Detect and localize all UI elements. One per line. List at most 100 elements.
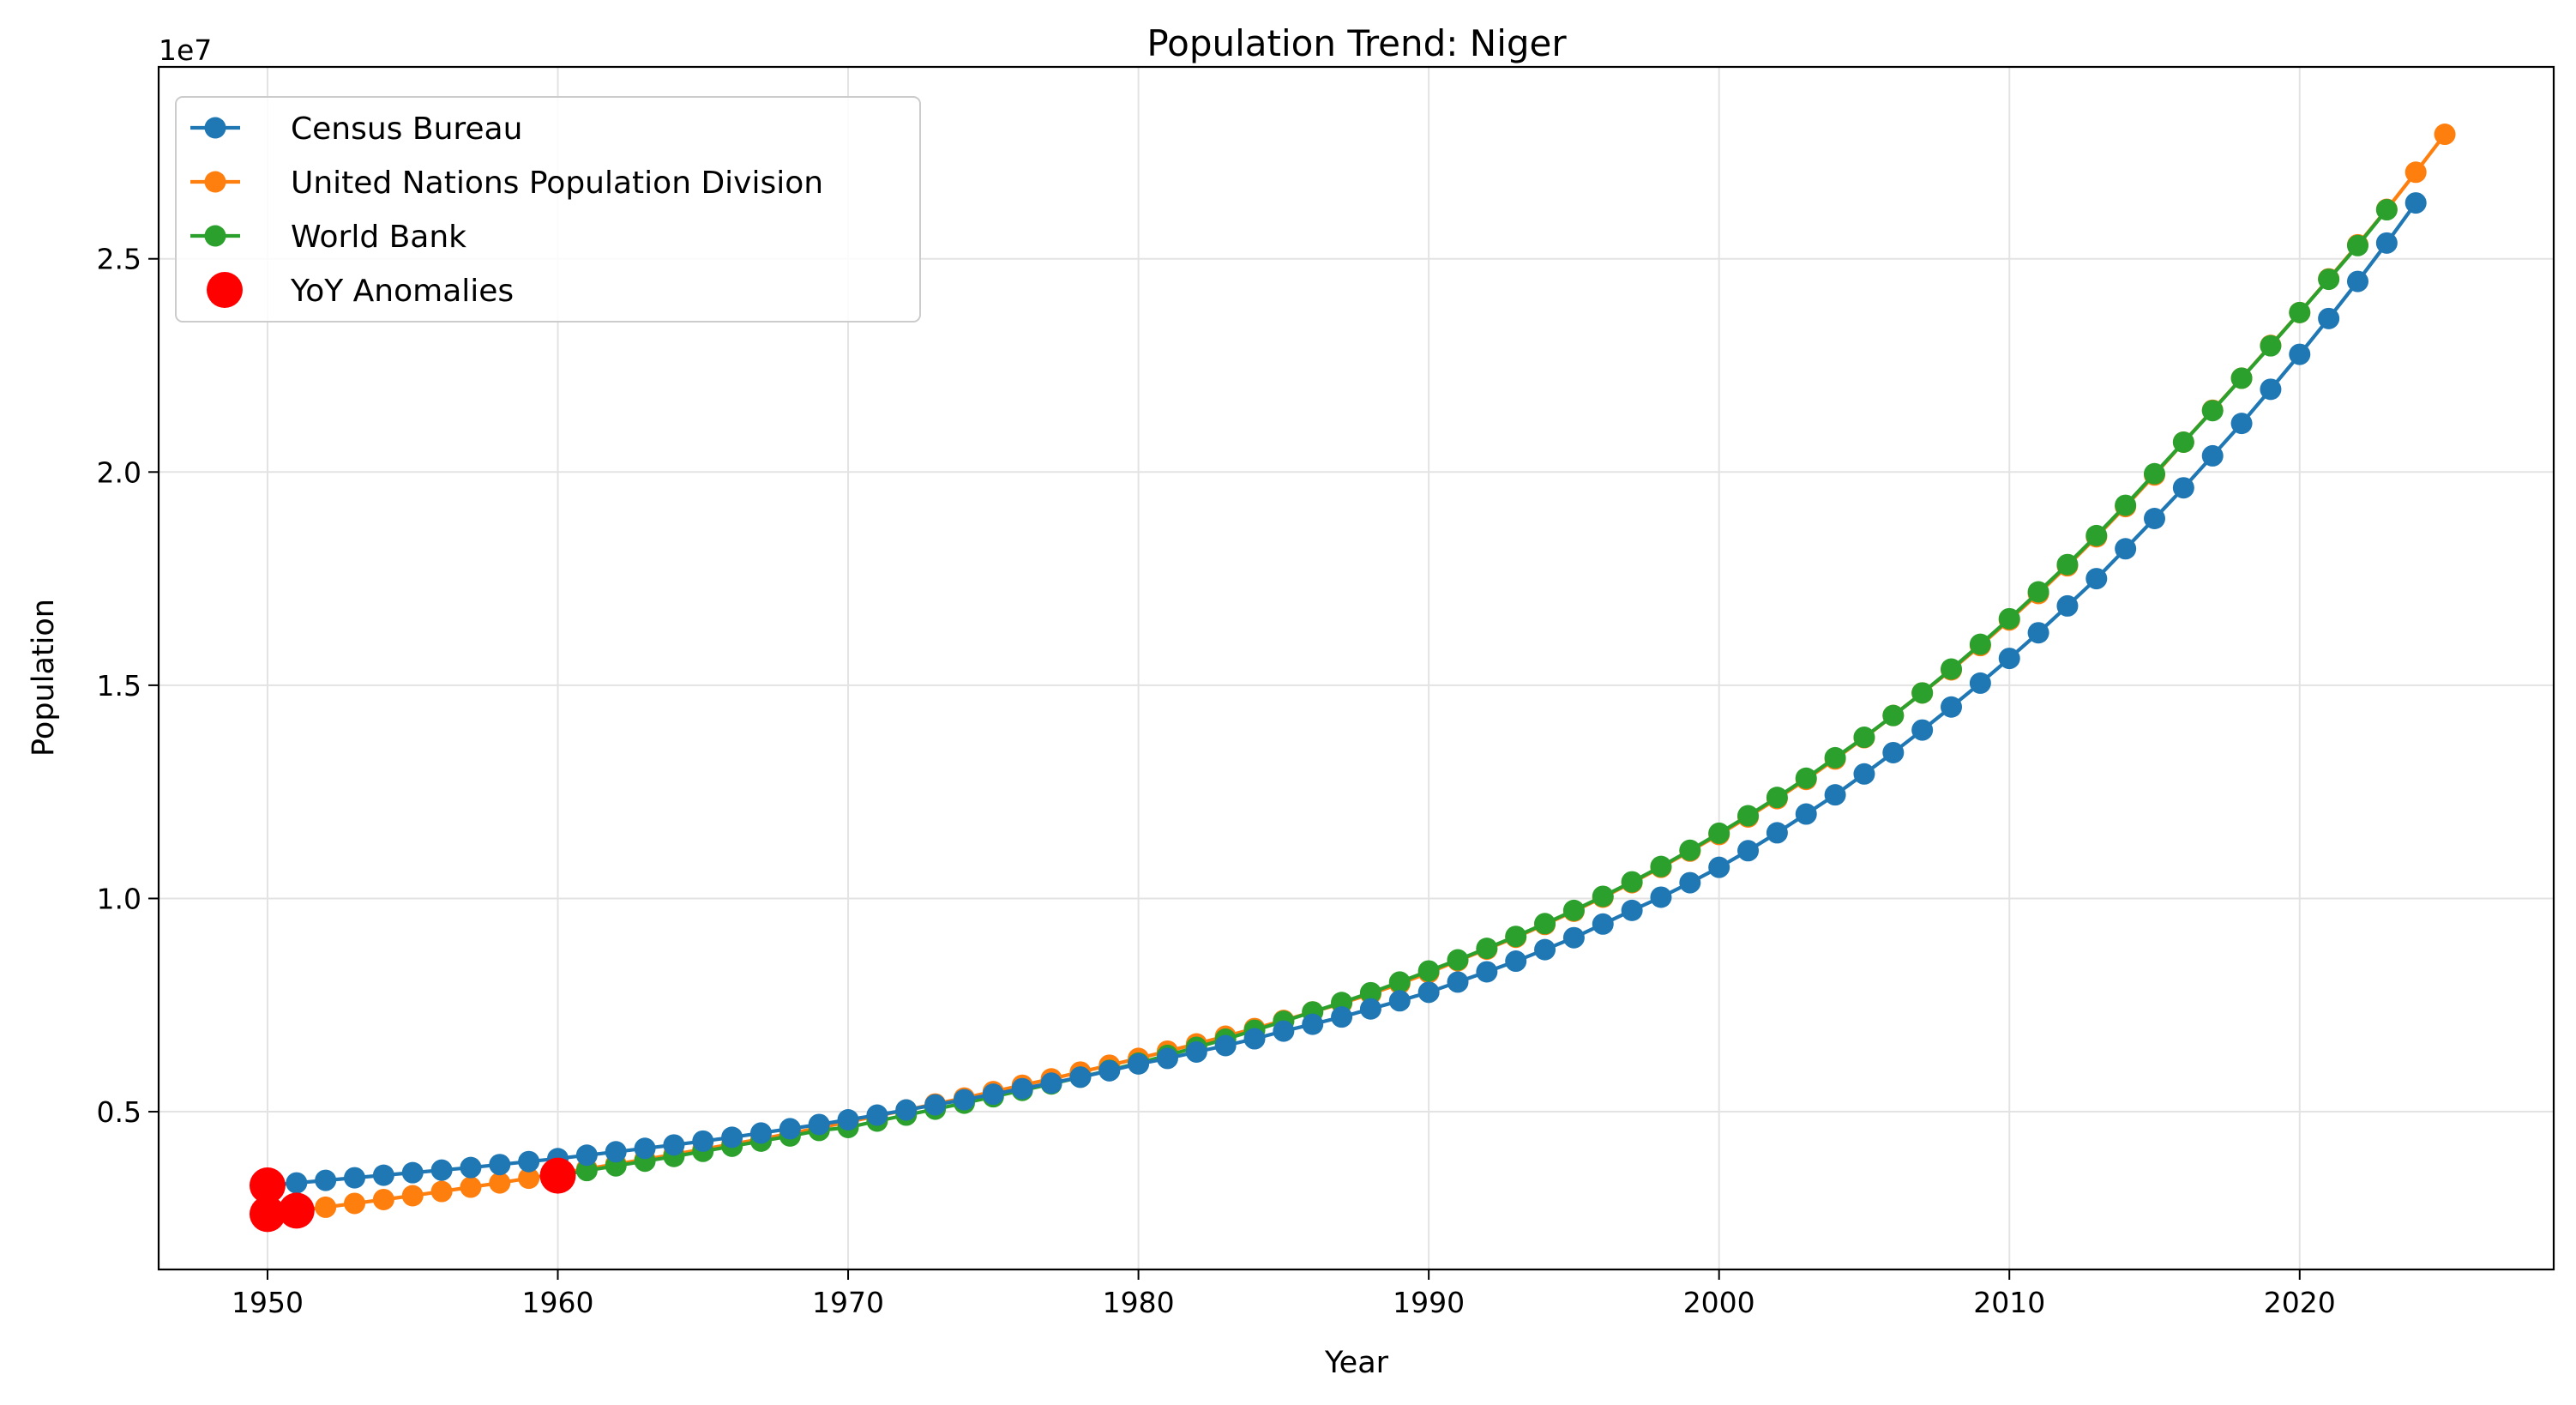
data-point-census-bureau xyxy=(866,1104,888,1126)
x-tick-label: 1990 xyxy=(1393,1286,1465,1319)
y-tick-label: 0.5 xyxy=(97,1095,141,1129)
x-tick-label: 2010 xyxy=(1973,1286,2045,1319)
data-point-united-nations-population-division xyxy=(460,1176,482,1198)
data-point-united-nations-population-division xyxy=(372,1188,394,1210)
series-line-world-bank xyxy=(557,208,2388,1178)
data-point-united-nations-population-division xyxy=(401,1185,424,1207)
data-point-world-bank xyxy=(1708,822,1730,844)
data-point-census-bureau xyxy=(605,1141,627,1163)
data-point-census-bureau xyxy=(1941,696,1963,718)
data-point-census-bureau xyxy=(2115,538,2137,560)
data-point-census-bureau xyxy=(721,1126,743,1149)
legend: Census Bureau United Nations Population D… xyxy=(175,96,921,323)
anomaly-point xyxy=(539,1157,576,1194)
data-point-world-bank xyxy=(575,1160,598,1182)
x-tick-label: 1970 xyxy=(812,1286,884,1319)
anomaly-points xyxy=(249,1157,576,1233)
data-point-census-bureau xyxy=(2260,378,2282,401)
data-point-census-bureau xyxy=(1708,856,1730,878)
data-point-census-bureau xyxy=(1882,741,1905,763)
data-point-world-bank xyxy=(1882,704,1905,727)
y-tick-label: 2.0 xyxy=(97,455,141,489)
data-point-world-bank xyxy=(1621,871,1643,893)
data-point-world-bank xyxy=(2375,199,2398,221)
data-point-world-bank xyxy=(2115,494,2137,516)
data-point-world-bank xyxy=(2027,581,2049,603)
data-point-united-nations-population-division xyxy=(2434,124,2456,146)
x-tick-label: 1950 xyxy=(232,1286,304,1319)
data-point-census-bureau xyxy=(982,1083,1004,1106)
data-point-census-bureau xyxy=(2172,477,2194,499)
data-point-census-bureau xyxy=(1214,1034,1237,1057)
data-point-united-nations-population-division xyxy=(430,1180,453,1203)
data-point-census-bureau xyxy=(808,1113,830,1136)
legend-swatch-marker xyxy=(204,225,226,247)
anomaly-point xyxy=(278,1192,315,1229)
data-point-census-bureau xyxy=(315,1169,337,1191)
data-point-united-nations-population-division xyxy=(518,1167,540,1190)
data-point-census-bureau xyxy=(1388,990,1411,1012)
data-point-census-bureau xyxy=(1098,1059,1121,1082)
data-point-census-bureau xyxy=(518,1150,540,1173)
data-point-census-bureau xyxy=(1505,950,1527,973)
data-point-census-bureau xyxy=(1824,784,1846,806)
data-point-census-bureau xyxy=(1185,1040,1207,1063)
data-point-census-bureau xyxy=(634,1137,656,1160)
data-point-world-bank xyxy=(1534,913,1556,935)
data-point-world-bank xyxy=(1388,971,1411,993)
data-point-census-bureau xyxy=(1476,961,1498,983)
x-tick-label: 2020 xyxy=(2264,1286,2336,1319)
data-point-census-bureau xyxy=(924,1094,947,1116)
data-point-census-bureau xyxy=(1069,1066,1092,1088)
data-point-census-bureau xyxy=(1331,1006,1353,1028)
legend-box xyxy=(175,96,921,323)
data-point-census-bureau xyxy=(1679,871,1701,894)
legend-label: United Nations Population Division xyxy=(291,166,823,201)
anomaly-point xyxy=(249,1167,286,1204)
legend-swatch-marker xyxy=(204,171,226,193)
data-point-census-bureau xyxy=(1128,1052,1150,1075)
data-point-census-bureau xyxy=(1562,926,1585,949)
data-point-census-bureau xyxy=(779,1118,801,1140)
data-point-census-bureau xyxy=(1621,899,1643,921)
data-point-united-nations-population-division xyxy=(344,1192,366,1215)
x-axis-ticks: 1950 1960 1970 1980 1990 2000 2010 2020 xyxy=(232,1269,2336,1319)
data-point-census-bureau xyxy=(837,1108,859,1131)
data-point-census-bureau xyxy=(1011,1077,1033,1100)
data-point-census-bureau xyxy=(1650,886,1672,908)
data-point-world-bank xyxy=(1359,981,1381,1004)
data-point-census-bureau xyxy=(2201,444,2224,467)
data-point-world-bank xyxy=(2172,431,2194,454)
data-point-world-bank xyxy=(1795,767,1817,789)
legend-label: YoY Anomalies xyxy=(290,274,514,309)
data-point-census-bureau xyxy=(401,1161,424,1184)
y-tick-label: 1.5 xyxy=(97,669,141,702)
data-point-world-bank xyxy=(1737,805,1760,827)
data-point-census-bureau xyxy=(430,1159,453,1181)
data-point-world-bank xyxy=(2201,400,2224,422)
x-tick-label: 1960 xyxy=(522,1286,594,1319)
data-point-united-nations-population-division xyxy=(2404,161,2427,184)
data-point-census-bureau xyxy=(1243,1028,1266,1050)
data-point-census-bureau xyxy=(1911,719,1934,741)
data-point-census-bureau xyxy=(460,1156,482,1179)
data-point-world-bank xyxy=(1447,949,1469,971)
data-point-census-bureau xyxy=(1447,971,1469,993)
chart-title: Population Trend: Niger xyxy=(1147,22,1567,64)
data-point-world-bank xyxy=(2144,462,2165,485)
data-point-world-bank xyxy=(1853,727,1875,749)
x-tick-label: 1980 xyxy=(1103,1286,1175,1319)
data-point-world-bank xyxy=(2085,524,2108,546)
data-point-united-nations-population-division xyxy=(489,1172,511,1194)
data-point-world-bank xyxy=(2260,335,2282,357)
data-point-census-bureau xyxy=(1766,822,1788,844)
data-point-world-bank xyxy=(2230,367,2253,389)
y-tick-label: 1.0 xyxy=(97,882,141,915)
data-point-census-bureau xyxy=(1853,763,1875,785)
data-point-world-bank xyxy=(1417,960,1440,982)
data-point-world-bank xyxy=(1969,633,1991,655)
data-point-world-bank xyxy=(1679,839,1701,861)
anomaly-point xyxy=(249,1196,286,1233)
data-point-census-bureau xyxy=(2144,507,2165,529)
data-point-census-bureau xyxy=(2027,622,2049,644)
